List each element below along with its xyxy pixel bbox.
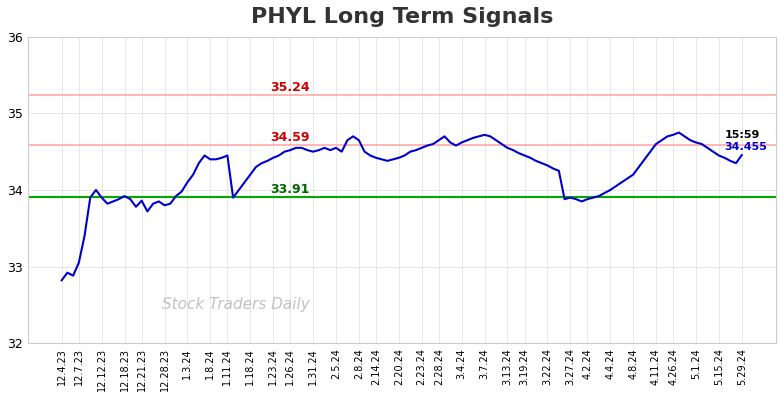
- Text: Stock Traders Daily: Stock Traders Daily: [162, 297, 310, 312]
- Text: 34.59: 34.59: [270, 131, 310, 144]
- Title: PHYL Long Term Signals: PHYL Long Term Signals: [251, 7, 553, 27]
- Text: 15:59: 15:59: [724, 130, 760, 140]
- Text: 34.455: 34.455: [724, 142, 768, 152]
- Text: 35.24: 35.24: [270, 81, 310, 94]
- Text: 33.91: 33.91: [270, 183, 310, 196]
